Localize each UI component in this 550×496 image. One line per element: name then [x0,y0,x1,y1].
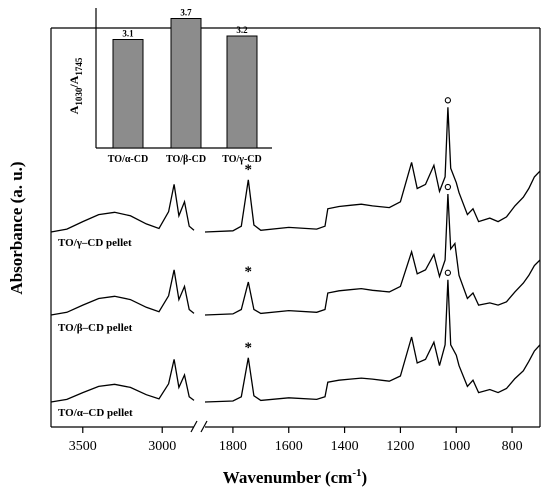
x-axis-title-main: Wavenumber (cm [223,468,353,487]
axis-break-mark-2 [200,420,208,433]
inset-ylabel-sep: /A [67,75,81,88]
x-tick-label: 1600 [275,439,303,454]
circle-marker [444,269,452,276]
x-tick-label: 1800 [219,439,247,454]
circle-marker [444,97,452,104]
inset-category-label: TO/γ-CD [222,154,262,165]
inset-bar [112,39,144,149]
x-tick-label: 1000 [442,439,470,454]
spectrum-line-left [50,359,195,403]
peak-markers: * * * [245,97,452,356]
spectrum-line-right [204,279,541,403]
spectrum-line-left [50,269,195,316]
inset-bar [170,18,202,149]
x-tick-label: 800 [502,439,523,454]
plot-frame [50,27,541,433]
star-marker: * [245,162,253,178]
trace-label: TO/γ–CD pellet [58,237,132,249]
inset-bars: 3.1 TO/α-CD 3.7 TO/β-CD 3.2 TO/γ-CD [108,8,262,166]
x-axis-ticks: 3500 3000 1800 1600 1400 1200 1000 800 [69,427,523,454]
inset-bar-value: 3.2 [236,25,248,35]
x-tick-label: 3500 [69,439,97,454]
spectrum-line-right [204,107,541,233]
circle-marker [444,183,452,191]
spectrum-line-right [204,193,541,316]
trace-label: TO/α–CD pellet [58,407,133,419]
y-axis-title: Absorbance (a. u.) [7,161,26,294]
inset-category-label: TO/α-CD [108,154,148,165]
inset-ylabel-sub1: 1030 [74,87,84,106]
trace-labels: TO/γ–CD pellet TO/β–CD pellet TO/α–CD pell… [58,237,133,419]
x-axis-title: Wavenumber (cm-1) [223,467,367,487]
x-axis-title-sup: -1 [352,467,361,479]
x-tick-label: 3000 [148,439,176,454]
x-tick-label: 1400 [331,439,359,454]
x-axis-title-close: ) [362,468,368,487]
spectrum-line-left [50,184,195,233]
star-marker: * [245,340,253,356]
axis-break-mark-1 [190,420,198,433]
trace-label: TO/β–CD pellet [58,322,133,334]
inset-bar [226,35,258,149]
inset-y-axis-title: A1030/A1745 [67,57,84,114]
inset-category-label: TO/β-CD [166,154,206,165]
inset-bar-value: 3.1 [122,29,134,39]
inset-ylabel-sub2: 1745 [74,57,84,76]
spectra-traces [50,107,541,403]
inset-ylabel-main: A [67,105,81,114]
star-marker: * [245,264,253,280]
inset-bar-chart: 3.1 TO/α-CD 3.7 TO/β-CD 3.2 TO/γ-CD A1030/A17… [67,8,272,166]
inset-bar-value: 3.7 [180,8,192,18]
x-tick-label: 1200 [386,439,414,454]
